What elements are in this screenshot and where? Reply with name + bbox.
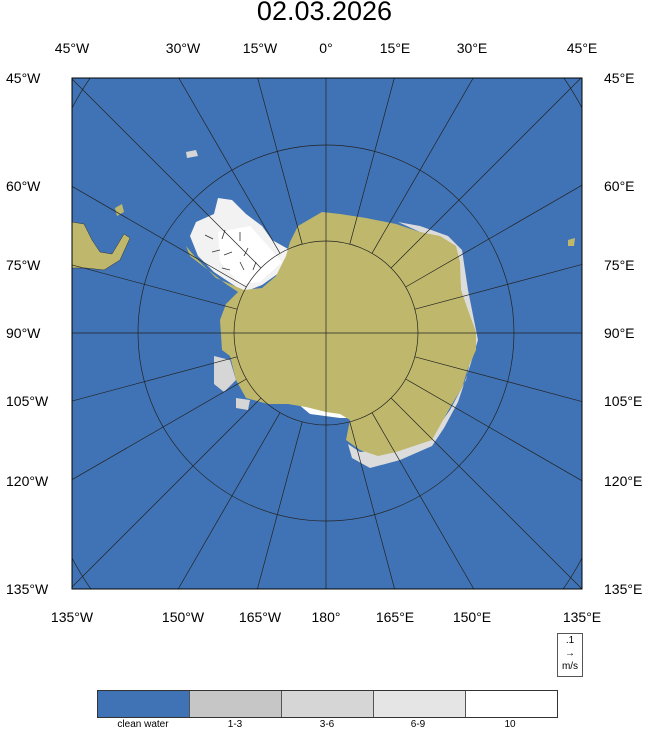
map-title: 02.03.2026	[256, 0, 393, 26]
legend-swatch	[190, 691, 282, 717]
meridian-line	[371, 412, 475, 589]
lon-label: 60°W	[6, 178, 41, 194]
lon-label: 30°W	[165, 40, 201, 56]
meridian-line	[178, 78, 281, 254]
lon-label: 45°W	[6, 70, 41, 86]
island-ice	[186, 150, 198, 158]
lon-label: 45°E	[604, 70, 635, 86]
island	[568, 238, 575, 246]
lon-label: 135°E	[562, 609, 602, 625]
meridian-line	[349, 78, 395, 245]
lon-label: 165°E	[375, 609, 415, 625]
lon-label: 0°	[319, 40, 333, 56]
island	[115, 204, 124, 216]
meridian-line	[405, 378, 582, 482]
legend-label: 10	[504, 719, 516, 730]
meridian-line	[371, 78, 474, 254]
lon-label: 105°E	[604, 393, 643, 409]
weddell-sea-ice	[218, 226, 282, 284]
lon-label: 45°E	[566, 40, 598, 56]
legend-swatch	[374, 691, 466, 717]
lon-label: 120°W	[6, 473, 49, 489]
meridian-line	[390, 78, 582, 269]
legend-swatch	[98, 691, 190, 717]
ice-drift-arrows	[204, 229, 257, 271]
vector-reference-value: .1	[565, 635, 575, 646]
lon-label: 165°W	[238, 609, 282, 625]
arrow-right-icon: →	[565, 648, 575, 659]
meridian-line	[257, 421, 303, 589]
graticule	[72, 78, 582, 589]
lon-label: 90°W	[6, 325, 41, 341]
legend-label: 1-3	[227, 719, 243, 730]
lon-label: 15°W	[242, 40, 278, 56]
lon-label: 135°W	[6, 581, 49, 597]
lon-label: 150°W	[161, 609, 205, 625]
meridian-line	[390, 397, 582, 589]
legend-label: 3-6	[319, 719, 335, 730]
lon-label: 105°W	[6, 393, 49, 409]
meridian-line	[72, 78, 262, 269]
meridian-line	[405, 184, 582, 288]
meridian-line	[72, 186, 247, 288]
meridian-line	[72, 378, 247, 480]
meridian-line	[72, 264, 238, 310]
meridian-line	[257, 78, 303, 245]
color-legend	[97, 690, 558, 718]
lon-label: 75°E	[604, 257, 635, 273]
lon-label: 135°W	[50, 609, 94, 625]
meridian-line	[414, 356, 582, 402]
lon-label: 150°E	[452, 609, 492, 625]
lon-label: 180°	[311, 609, 341, 625]
meridian-line	[177, 412, 281, 589]
legend-label: clean water	[117, 719, 169, 730]
legend-swatch	[282, 691, 374, 717]
lon-label: 75°W	[6, 257, 41, 273]
lon-label: 120°E	[604, 473, 643, 489]
meridian-line	[349, 421, 395, 589]
lon-label: 135°E	[604, 581, 643, 597]
vector-reference-unit: m/s	[561, 661, 579, 672]
lon-label: 90°E	[604, 325, 635, 341]
lon-label: 15°E	[379, 40, 411, 56]
meridian-line	[414, 264, 582, 310]
legend-swatch	[466, 691, 557, 717]
meridian-line	[72, 397, 262, 588]
west-ice	[214, 356, 236, 392]
vector-reference-box: .1 → m/s	[557, 633, 583, 677]
legend-label: 6-9	[410, 719, 426, 730]
meridian-line	[72, 356, 238, 402]
lon-label: 30°E	[456, 40, 488, 56]
lon-label: 45°W	[54, 40, 90, 56]
west-ice	[236, 398, 250, 410]
lon-label: 60°E	[604, 178, 635, 194]
